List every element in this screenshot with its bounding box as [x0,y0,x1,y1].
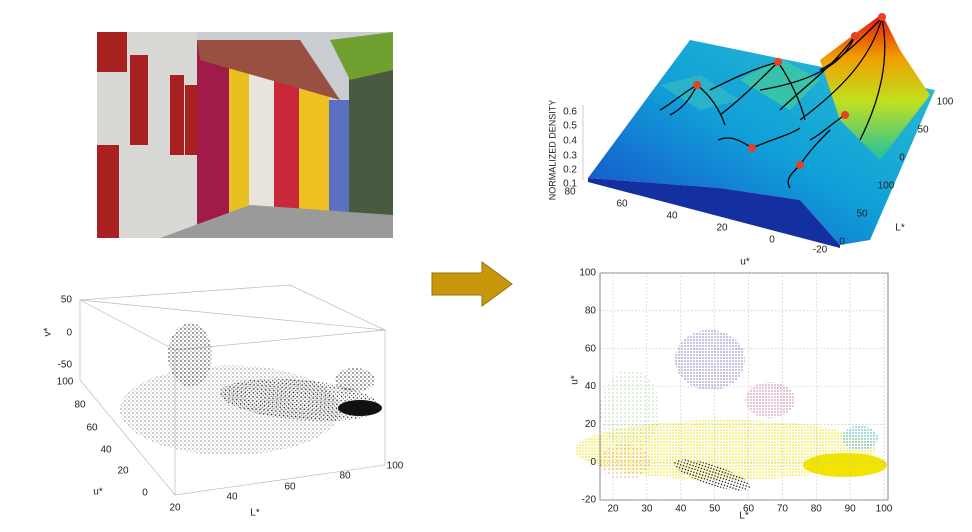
x-tick-label: 50 [709,504,721,515]
tick-label: 80 [564,187,576,198]
axis-label: NORMALIZED DENSITY [547,100,557,201]
x-tick-label: 80 [811,504,823,515]
x-tick-label: 20 [607,504,619,515]
y-tick-label: 40 [585,381,597,392]
tick-label: 40 [226,492,238,503]
y-tick-label: 80 [585,305,597,316]
tick-label: 60 [616,199,628,210]
axis-label: v* [43,327,54,336]
tick-label: 0 [839,237,845,248]
tick-label: 100 [387,461,404,472]
y-tick-label: -20 [582,495,597,506]
tick-label: 60 [86,423,98,434]
y-tick-label: 0 [590,457,596,468]
tick-label: 0 [66,328,72,339]
tick-label: 40 [100,445,112,456]
arrow [431,261,513,307]
axis-label: u* [740,257,750,268]
x-tick-label: 90 [845,504,857,515]
tick-label: 0.2 [563,165,577,176]
y-tick-label: 60 [585,343,597,354]
tick-label: 80 [339,471,351,482]
tick-label: 0.5 [563,121,577,132]
tick-label: 0 [769,235,775,246]
x-tick-label: 100 [876,504,893,515]
tick-label: 20 [169,503,181,514]
tick-label: 80 [74,400,86,411]
scatter-2d: u* L* 100 80 60 40 20 0 -20 20 30 40 50 60 70 80 90 100 [570,268,893,522]
density-surface: 0.6 0.5 0.4 0.3 0.2 0.1 0 NORMALIZED DEN… [547,13,954,268]
tick-label: 0.6 [563,107,577,118]
tick-label: -50 [58,360,73,371]
axis-label: L* [739,511,749,522]
axis-label: L* [250,508,260,519]
tick-label: 0.4 [563,136,577,147]
y-tick-label: 20 [585,419,597,430]
x-tick-label: 70 [777,504,789,515]
x-tick-label: 30 [641,504,653,515]
axis-label: u* [93,487,103,498]
tick-label: 0.3 [563,151,577,162]
tick-label: -20 [813,245,828,256]
tick-label: 20 [716,223,728,234]
axis-label: L* [895,223,905,234]
tick-label: 50 [917,125,929,136]
tick-label: 100 [57,377,74,388]
axis-label: u* [570,375,581,385]
scatter-3d: 50 0 -50 v* 100 80 60 40 20 0 u* 20 40 6… [43,284,404,519]
photo [97,32,393,238]
tick-label: 0 [142,488,148,499]
tick-label: 0 [899,153,905,164]
tick-label: 40 [666,211,678,222]
tick-label: 50 [856,209,868,220]
x-tick-label: 60 [743,504,755,515]
x-tick-label: 40 [675,504,687,515]
tick-label: 100 [937,97,954,108]
tick-label: 50 [61,295,73,306]
y-tick-label: 100 [579,268,596,279]
tick-label: 60 [284,482,296,493]
tick-label: 20 [117,466,129,477]
tick-label: 100 [878,181,895,192]
tick-label: 0.1 [563,179,577,190]
